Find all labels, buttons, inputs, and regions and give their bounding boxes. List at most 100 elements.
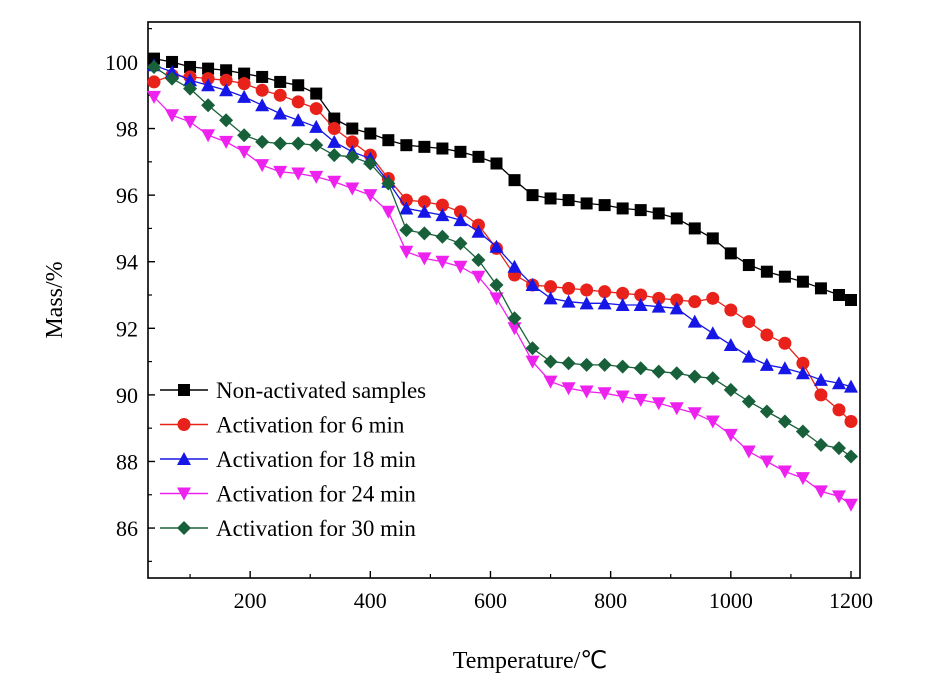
y-tick-label: 98 — [116, 117, 138, 142]
data-point — [453, 213, 468, 227]
y-tick-label: 88 — [116, 449, 138, 474]
data-point — [381, 205, 396, 219]
data-point — [327, 148, 342, 163]
data-point — [237, 145, 252, 159]
data-point — [489, 239, 504, 253]
data-point — [831, 376, 846, 390]
data-point — [345, 135, 359, 149]
data-point — [633, 361, 648, 376]
data-point — [598, 199, 611, 212]
y-tick-label: 96 — [116, 183, 138, 208]
data-point — [723, 337, 738, 351]
x-tick-label: 600 — [474, 588, 507, 613]
data-point — [327, 134, 342, 148]
data-point — [669, 402, 684, 416]
data-point — [327, 122, 341, 136]
data-point — [291, 95, 305, 109]
data-point — [399, 201, 414, 215]
x-tick-label: 400 — [354, 588, 387, 613]
data-point — [255, 83, 269, 97]
series-2 — [147, 68, 858, 429]
data-point — [777, 361, 792, 375]
data-point — [832, 289, 845, 302]
data-point — [453, 236, 468, 251]
data-point — [273, 136, 288, 151]
data-point — [453, 205, 467, 219]
data-point — [652, 291, 666, 305]
data-point — [579, 357, 594, 372]
data-point — [561, 382, 576, 396]
data-point — [238, 67, 251, 80]
x-tick-label: 200 — [234, 588, 267, 613]
data-point — [364, 127, 377, 140]
data-point — [255, 134, 270, 149]
data-point — [525, 278, 540, 292]
data-point — [778, 270, 791, 283]
data-point — [273, 88, 287, 102]
data-point — [777, 465, 792, 479]
data-point — [489, 292, 504, 306]
legend-label: Activation for 24 min — [216, 482, 416, 507]
data-point — [237, 128, 252, 143]
data-point — [165, 71, 180, 86]
data-point — [795, 472, 810, 486]
data-point — [435, 208, 450, 222]
data-point — [741, 394, 756, 409]
data-point — [597, 387, 612, 401]
legend-item: Non-activated samples — [160, 378, 426, 403]
series-line — [153, 66, 852, 458]
data-point — [219, 113, 234, 128]
legend-label: Non-activated samples — [216, 378, 426, 403]
series-5 — [147, 59, 858, 464]
data-point — [454, 145, 467, 158]
data-point — [417, 226, 432, 241]
data-point — [616, 286, 630, 300]
data-point — [741, 349, 756, 363]
data-point — [237, 77, 251, 91]
data-point — [778, 336, 792, 350]
legend-marker — [177, 521, 191, 535]
data-point — [597, 296, 612, 310]
data-point — [255, 98, 270, 112]
data-point — [220, 64, 233, 77]
data-point — [291, 113, 306, 127]
x-tick-label: 800 — [594, 588, 627, 613]
legend-item: Activation for 30 min — [160, 516, 416, 541]
data-point — [705, 371, 720, 386]
data-point — [147, 90, 162, 104]
data-point — [615, 359, 630, 374]
data-point — [417, 195, 431, 209]
data-point — [831, 490, 846, 504]
data-point — [201, 129, 216, 143]
data-point — [705, 326, 720, 340]
legend: Non-activated samples Activation for 6 mi… — [160, 378, 426, 541]
data-point — [400, 139, 413, 152]
data-point — [760, 265, 773, 278]
legend-label: Activation for 6 min — [216, 413, 405, 438]
series-4 — [147, 90, 858, 512]
data-point — [543, 375, 558, 389]
data-point — [687, 369, 702, 384]
series-layer — [147, 52, 858, 512]
legend-label: Activation for 18 min — [216, 447, 416, 472]
data-point — [580, 197, 593, 210]
y-tick-label: 90 — [116, 383, 138, 408]
data-point — [346, 122, 359, 135]
data-point — [634, 204, 647, 217]
data-point — [795, 366, 810, 380]
data-point — [688, 295, 702, 309]
legend-item: Activation for 6 min — [160, 413, 405, 438]
data-point — [147, 59, 162, 74]
data-point — [724, 247, 737, 260]
data-point — [507, 259, 522, 273]
data-point — [561, 356, 576, 371]
data-point — [741, 445, 756, 459]
data-point — [651, 364, 666, 379]
data-point — [831, 441, 846, 456]
legend-item: Activation for 18 min — [160, 447, 416, 472]
data-point — [472, 150, 485, 163]
data-point — [507, 311, 522, 326]
data-point — [399, 223, 414, 238]
data-point — [543, 354, 558, 369]
